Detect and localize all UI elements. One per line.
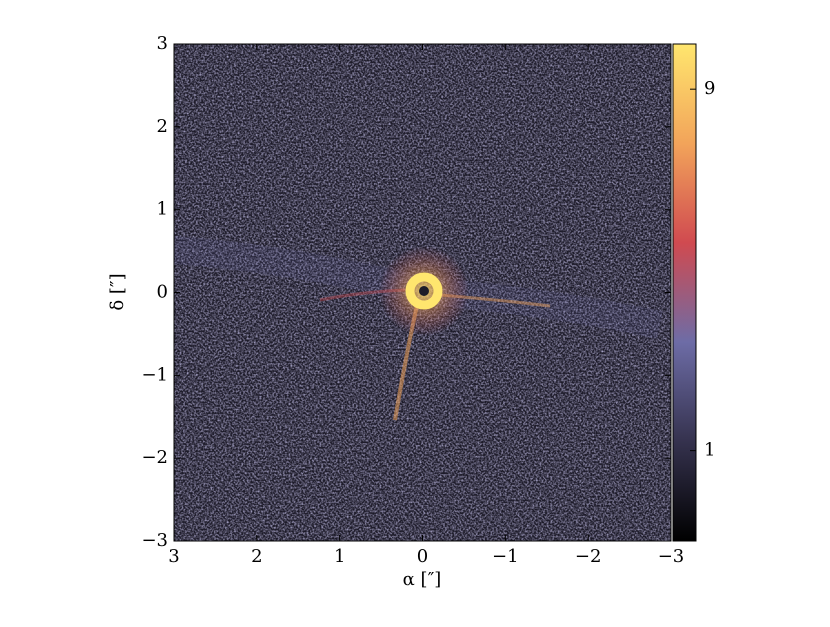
colorbar-tick-label: 1: [704, 440, 715, 461]
x-tick-label: 2: [251, 546, 262, 567]
y-tick-label: 3: [157, 33, 168, 54]
star-mask: [419, 286, 429, 296]
x-tick-label: −2: [575, 546, 602, 567]
colorbar: [672, 43, 697, 542]
colorbar-tick-label: 9: [704, 78, 715, 99]
image: [174, 44, 671, 541]
y-tick-label: 1: [157, 199, 168, 220]
x-tick-label: −3: [658, 546, 685, 567]
y-tick-label: −1: [141, 364, 168, 385]
x-tick-label: 3: [168, 546, 179, 567]
y-tick-label: −2: [141, 447, 168, 468]
y-tick-label: −3: [141, 530, 168, 551]
y-axis-label: δ [″]: [107, 273, 128, 310]
y-tick-label: 0: [157, 282, 168, 303]
x-tick-label: 1: [334, 546, 345, 567]
star-core: [405, 272, 443, 310]
x-tick-label: −1: [492, 546, 519, 567]
y-tick-label: 2: [157, 116, 168, 137]
x-tick-label: 0: [417, 546, 428, 567]
x-axis-label: α [″]: [403, 569, 442, 590]
